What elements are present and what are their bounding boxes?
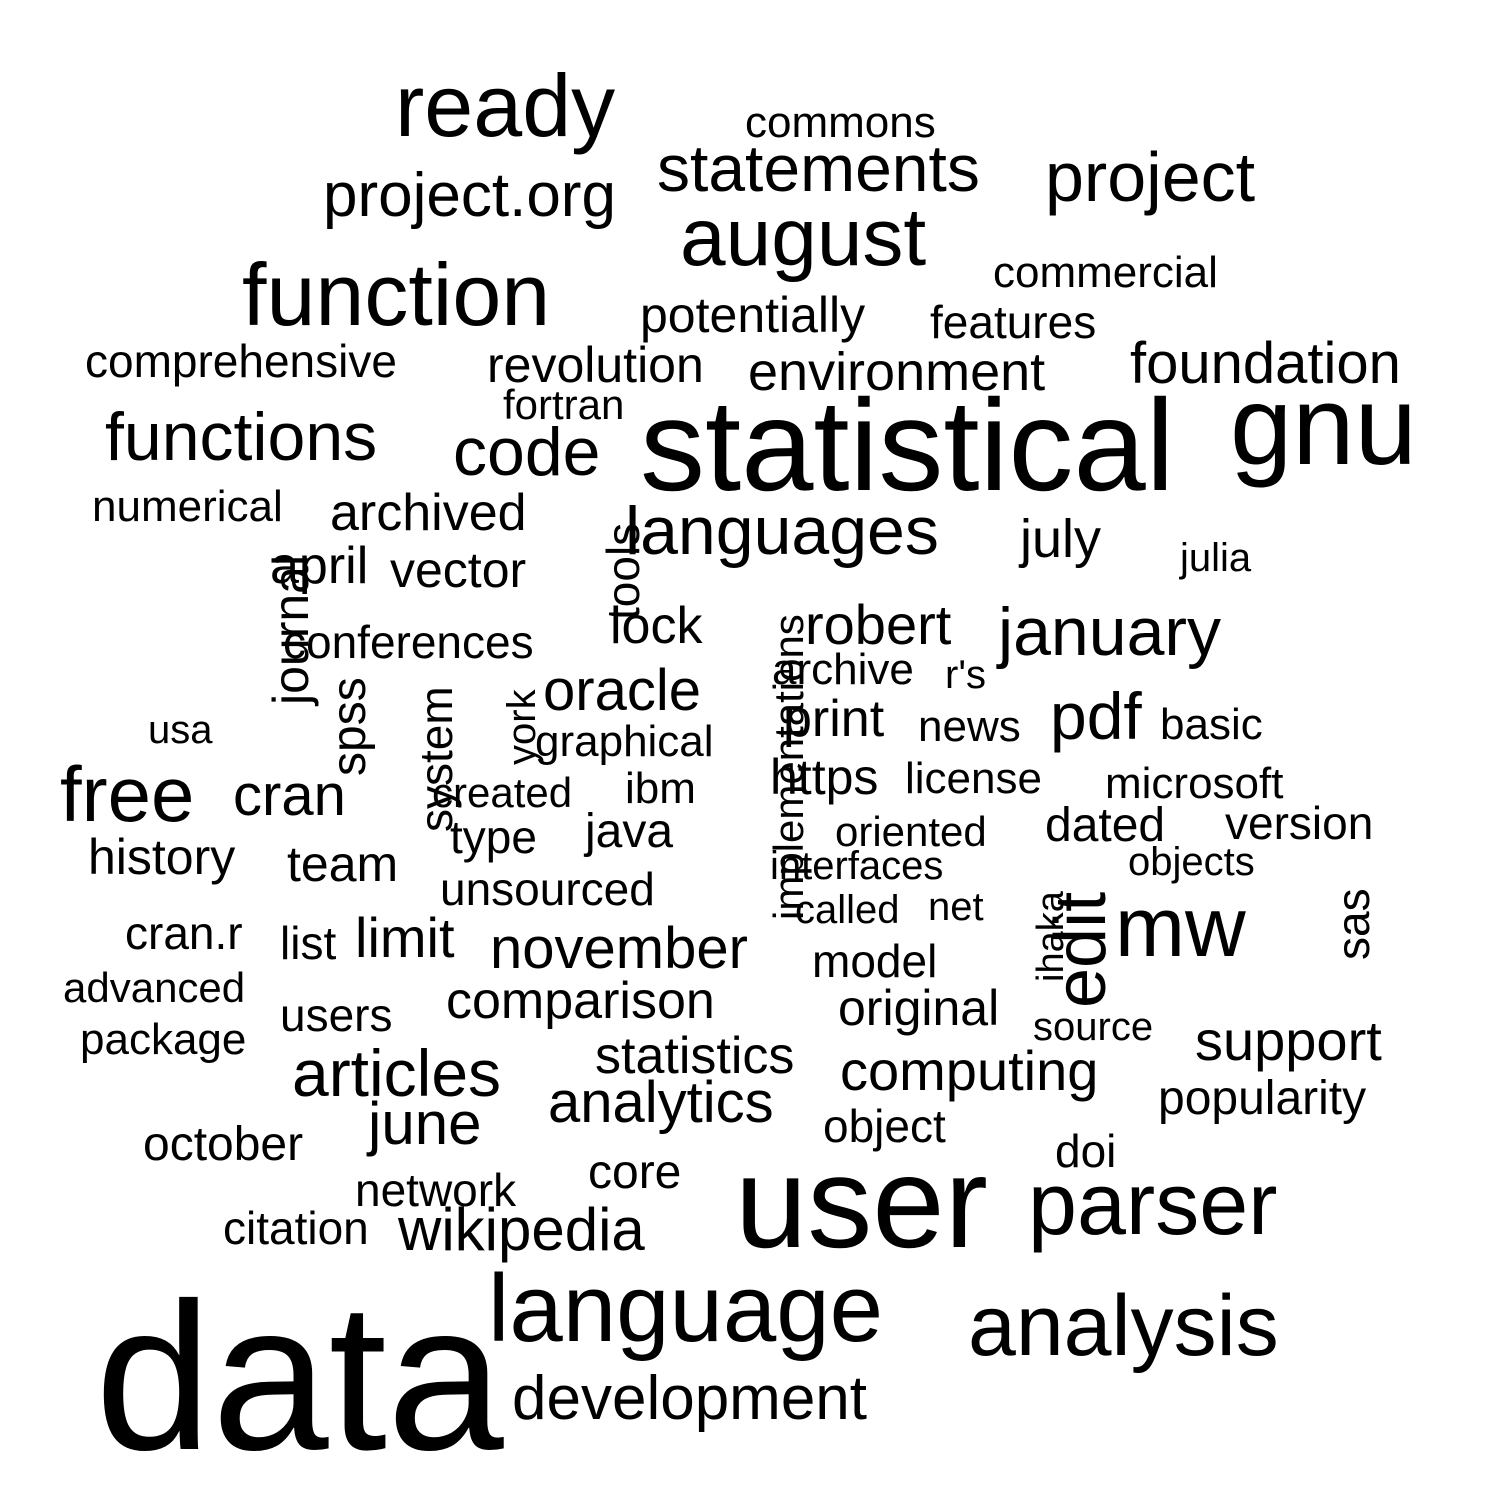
word-sas: sas <box>1327 888 1379 960</box>
word-archived: archived <box>330 484 527 542</box>
word-statistical: statistical <box>640 372 1175 518</box>
word-interfaces: interfaces <box>770 844 944 888</box>
word-archive: archive <box>772 645 914 694</box>
word-julia: julia <box>1180 536 1252 580</box>
word-potentially: potentially <box>640 287 866 343</box>
word-java: java <box>585 805 674 858</box>
word-basic: basic <box>1160 700 1263 749</box>
word-core: core <box>588 1146 682 1199</box>
word-doi: doi <box>1055 1125 1117 1177</box>
word-commercial: commercial <box>993 248 1218 297</box>
word-version: version <box>1225 797 1374 849</box>
word-original: original <box>838 980 1000 1036</box>
word-commons: commons <box>745 98 936 147</box>
word-usa: usa <box>148 708 213 752</box>
word-https: https <box>770 749 879 805</box>
word-free: free <box>60 750 195 838</box>
word-cran-r: cran.r <box>125 907 243 959</box>
word-ibm: ibm <box>625 764 696 813</box>
word-journal: journal <box>263 554 319 705</box>
word-code: code <box>453 414 601 490</box>
word-objects: objects <box>1128 840 1255 884</box>
word-revolution: revolution <box>487 337 704 393</box>
word-project-org: project.org <box>323 161 616 230</box>
word-development: development <box>512 1364 868 1433</box>
word-robert: robert <box>805 593 952 656</box>
word-cran: cran <box>233 763 346 828</box>
word-features: features <box>930 296 1097 348</box>
word-parser: parser <box>1028 1154 1278 1253</box>
word-wikipedia: wikipedia <box>398 1196 645 1263</box>
word-pdf: pdf <box>1050 679 1142 753</box>
word-ihaka: ihaka <box>1030 891 1072 982</box>
word-user: user <box>735 1129 988 1275</box>
word-citation: citation <box>223 1202 369 1254</box>
word-comparison: comparison <box>446 972 715 1030</box>
word-microsoft: microsoft <box>1105 759 1284 808</box>
word-news: news <box>918 702 1021 751</box>
word-oracle: oracle <box>543 658 701 723</box>
word-foundation: foundation <box>1130 331 1401 396</box>
word-history: history <box>88 829 236 885</box>
word-computing: computing <box>840 1039 1099 1102</box>
word-vector: vector <box>390 542 527 598</box>
word-print: print <box>783 690 885 748</box>
word-package: package <box>80 1015 247 1064</box>
word-analysis: analysis <box>968 1278 1279 1374</box>
word-articles: articles <box>292 1036 502 1110</box>
word-lock: lock <box>610 597 703 655</box>
word-team: team <box>287 836 399 892</box>
word-support: support <box>1195 1009 1382 1072</box>
word-advanced: advanced <box>63 964 246 1011</box>
word-unsourced: unsourced <box>440 863 655 915</box>
word-november: november <box>490 916 748 981</box>
word-statistics: statistics <box>595 1027 795 1085</box>
word-network: network <box>355 1164 517 1216</box>
word-users: users <box>280 989 393 1041</box>
word-july: july <box>1020 509 1102 569</box>
word-fortran: fortran <box>503 381 625 428</box>
word-called: called <box>795 888 900 932</box>
word-spss: spss <box>323 677 376 776</box>
word-april: april <box>270 537 369 595</box>
word-type: type <box>450 811 537 863</box>
word-project: project <box>1045 138 1256 216</box>
word-list: list <box>280 917 337 969</box>
word-comprehensive: comprehensive <box>85 335 397 387</box>
word-dated: dated <box>1045 799 1166 852</box>
word-tools: tools <box>597 522 649 620</box>
word-language: language <box>488 1255 884 1362</box>
word-oriented: oriented <box>835 808 987 855</box>
word-mw: mw <box>1115 880 1246 974</box>
word-created: created <box>432 769 573 816</box>
word-model: model <box>812 935 938 987</box>
word-limit: limit <box>355 906 455 969</box>
word-june: june <box>368 1090 482 1157</box>
word-languages: languages <box>625 493 939 569</box>
word-functions: functions <box>105 399 378 475</box>
word-conferences: conferences <box>283 616 534 668</box>
word-january: january <box>998 594 1222 670</box>
word-august: august <box>680 192 927 283</box>
word-net: net <box>928 885 984 929</box>
word-rs: r's <box>945 653 986 697</box>
word-graphical: graphical <box>535 717 714 766</box>
word-popularity: popularity <box>1158 1072 1367 1125</box>
word-statements: statements <box>657 131 980 205</box>
word-source: source <box>1033 1005 1154 1049</box>
word-object: object <box>823 1100 946 1152</box>
word-data: data <box>95 1259 504 1494</box>
word-environment: environment <box>748 342 1046 402</box>
word-ready: ready <box>395 56 616 155</box>
word-october: october <box>143 1118 304 1171</box>
word-numerical: numerical <box>92 482 283 531</box>
word-license: license <box>905 754 1042 803</box>
word-function: function <box>242 245 551 344</box>
word-analytics: analytics <box>548 1070 774 1135</box>
word-gnu: gnu <box>1230 363 1417 488</box>
